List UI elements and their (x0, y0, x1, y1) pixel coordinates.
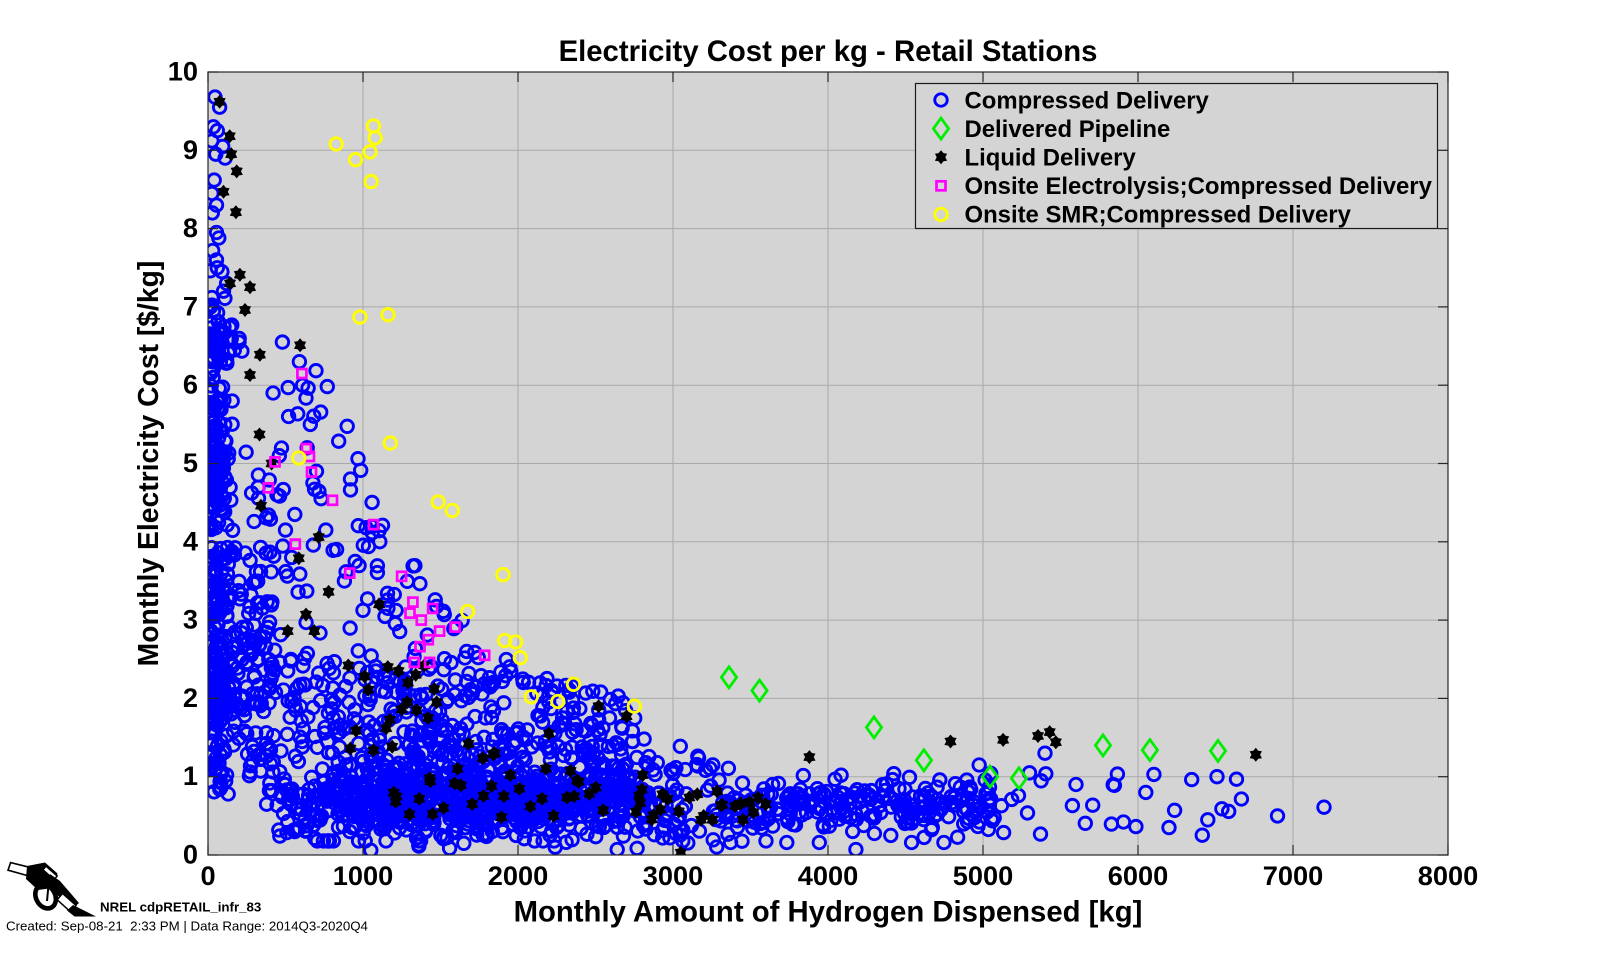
svg-text:3000: 3000 (643, 860, 703, 891)
svg-text:Onsite Electrolysis;Compressed: Onsite Electrolysis;Compressed Delivery (965, 173, 1433, 200)
svg-text:Onsite SMR;Compressed Delivery: Onsite SMR;Compressed Delivery (965, 202, 1352, 229)
svg-text:Monthly Electricity Cost [$/kg: Monthly Electricity Cost [$/kg] (132, 261, 164, 667)
svg-text:6000: 6000 (1108, 860, 1168, 891)
svg-text:Electricity Cost per kg - Reta: Electricity Cost per kg - Retail Station… (559, 35, 1098, 68)
svg-text:4000: 4000 (798, 860, 858, 891)
svg-text:10: 10 (168, 56, 198, 87)
svg-text:2: 2 (183, 682, 198, 713)
svg-text:6: 6 (183, 369, 198, 400)
svg-text:3: 3 (183, 604, 198, 635)
svg-text:0: 0 (183, 839, 198, 870)
svg-text:Created: Sep-08-21 2:33 PM |: Created: Sep-08-21 2:33 PM | Data Range:… (6, 919, 368, 934)
svg-text:1000: 1000 (333, 860, 393, 891)
svg-text:4: 4 (183, 525, 198, 556)
svg-text:Compressed Delivery: Compressed Delivery (965, 87, 1210, 114)
svg-text:1: 1 (183, 760, 198, 791)
svg-text:0: 0 (200, 860, 215, 891)
svg-text:NREL cdpRETAIL_infr_83: NREL cdpRETAIL_infr_83 (100, 900, 261, 915)
svg-text:2000: 2000 (488, 860, 548, 891)
svg-text:Monthly Amount of Hydrogen Dis: Monthly Amount of Hydrogen Dispensed [kg… (514, 896, 1143, 929)
svg-text:7: 7 (183, 290, 198, 321)
svg-text:Liquid Delivery: Liquid Delivery (965, 145, 1137, 172)
svg-text:5000: 5000 (953, 860, 1013, 891)
svg-text:8: 8 (183, 212, 198, 243)
svg-text:Delivered Pipeline: Delivered Pipeline (965, 116, 1171, 143)
svg-text:8000: 8000 (1418, 860, 1478, 891)
svg-text:7000: 7000 (1263, 860, 1323, 891)
svg-text:9: 9 (183, 134, 198, 165)
svg-text:5: 5 (183, 447, 198, 478)
